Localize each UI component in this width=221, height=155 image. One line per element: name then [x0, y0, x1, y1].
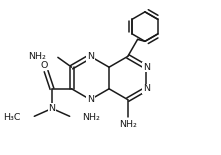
- Text: H₃C: H₃C: [3, 113, 21, 122]
- Text: O: O: [40, 61, 48, 70]
- Text: N: N: [143, 84, 150, 93]
- Text: NH₂: NH₂: [28, 52, 46, 61]
- Text: N: N: [143, 63, 150, 72]
- Text: NH₂: NH₂: [82, 113, 100, 122]
- Text: N: N: [48, 104, 55, 113]
- Text: N: N: [87, 95, 94, 104]
- Text: NH₂: NH₂: [119, 120, 137, 129]
- Text: N: N: [87, 52, 94, 61]
